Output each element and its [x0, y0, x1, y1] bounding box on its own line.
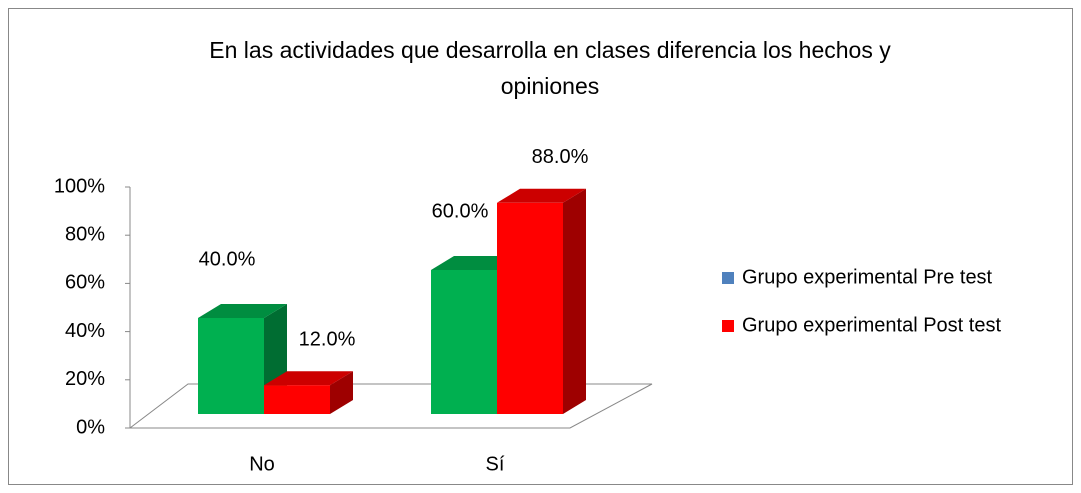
x-tick-label: Sí: [486, 453, 505, 475]
value-label: 60.0%: [432, 200, 489, 222]
bar-top: [264, 371, 353, 386]
bar-top: [198, 304, 287, 318]
y-tick-label: 100%: [54, 175, 105, 197]
y-tick-label: 0%: [76, 416, 105, 438]
legend-marker: [722, 272, 734, 284]
bar-side: [330, 371, 353, 414]
bar-side: [563, 188, 586, 414]
legend-label: Grupo experimental Post test: [742, 314, 1001, 336]
y-tick-label: 60%: [65, 272, 105, 294]
bar: [431, 270, 497, 414]
chart-title: opiniones: [501, 73, 599, 99]
value-label: 40.0%: [199, 248, 256, 270]
bar-top: [497, 188, 586, 203]
y-tick-label: 40%: [65, 320, 105, 342]
bar: [497, 202, 563, 414]
y-tick-label: 80%: [65, 223, 105, 245]
legend-label: Grupo experimental Pre test: [742, 266, 993, 288]
value-label: 88.0%: [532, 146, 589, 168]
bar: [198, 318, 264, 414]
y-tick-label: 20%: [65, 368, 105, 390]
bar: [264, 385, 330, 414]
value-label: 12.0%: [299, 328, 356, 350]
x-tick-label: No: [249, 453, 275, 475]
legend-marker: [722, 320, 734, 332]
chart-title: En las actividades que desarrolla en cla…: [209, 37, 891, 63]
